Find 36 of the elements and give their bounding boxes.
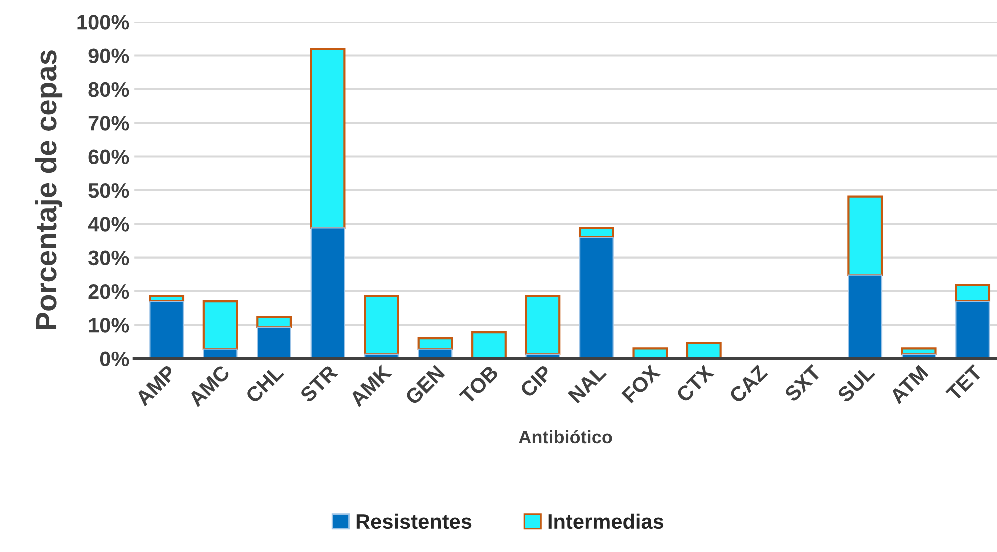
bar (956, 301, 990, 359)
y-tick-label: 80% (88, 82, 130, 98)
x-tick-label: TET (946, 364, 984, 402)
bar (364, 295, 400, 356)
y-tick-label: 10% (89, 318, 130, 333)
bar (525, 295, 561, 356)
y-tick-label: 70% (88, 116, 130, 131)
x-axis-title: Antibiótico (519, 430, 612, 444)
x-tick-label: TOB (458, 364, 500, 406)
bar (848, 274, 883, 359)
y-tick-label: 30% (88, 250, 130, 266)
y-tick-label: 0% (100, 352, 130, 367)
y-axis-title: Porcentaje de cepas (35, 50, 63, 330)
legend-label: Resistentes (356, 514, 472, 530)
bar (955, 284, 991, 303)
bar (848, 196, 884, 276)
bar (472, 331, 507, 359)
bar (202, 300, 238, 350)
x-tick-label: NAL (568, 364, 607, 404)
bar (257, 326, 292, 359)
y-tick-label: 100% (78, 15, 130, 30)
bar (418, 338, 454, 350)
bar (579, 237, 614, 359)
y-tick-label: 20% (88, 284, 130, 300)
bar (310, 228, 346, 359)
y-tick-label: 50% (88, 183, 130, 198)
x-tick-label: CIP (519, 364, 554, 398)
bar (310, 48, 346, 230)
x-tick-label: STR (299, 364, 339, 404)
x-tick-label: CHL (245, 364, 285, 404)
y-tick-label: 60% (88, 150, 130, 165)
y-tick-label: 40% (88, 217, 130, 232)
y-tick-label: 90% (88, 48, 130, 64)
bar (150, 301, 184, 359)
legend-label: Intermedias (548, 514, 664, 530)
x-tick-label: SUL (836, 364, 876, 404)
